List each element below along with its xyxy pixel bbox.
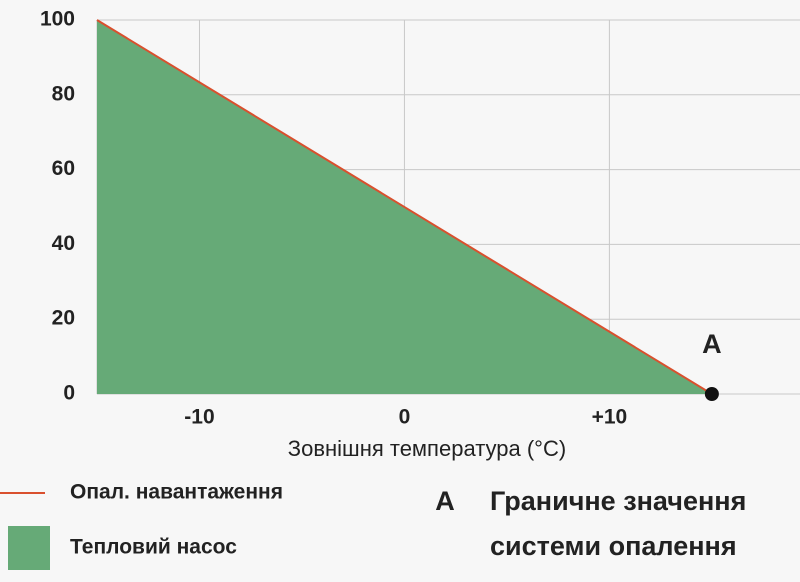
y-tick-label: 0 xyxy=(63,382,75,405)
y-tick-label: 40 xyxy=(52,232,75,255)
line xyxy=(96,19,713,395)
annotation-text: системи опалення xyxy=(490,531,737,561)
y-tick-label: 60 xyxy=(52,157,75,180)
legend-swatch xyxy=(8,526,50,570)
y-tick-label: 80 xyxy=(52,82,75,105)
legend-label: Опал. навантаження xyxy=(70,481,283,504)
annotation-marker: A xyxy=(435,486,455,516)
annotation-text: Граничне значення xyxy=(490,486,746,516)
legend-label: Тепловий насос xyxy=(70,536,237,559)
x-tick-label: 0 xyxy=(399,406,411,429)
y-tick-label: 20 xyxy=(52,307,75,330)
x-tick-label: +10 xyxy=(592,406,628,429)
x-tick-label: -10 xyxy=(184,406,214,429)
x-axis-label: Зовнішня температура (°C) xyxy=(288,436,566,461)
point xyxy=(704,387,719,401)
y-tick-label: 100 xyxy=(40,8,75,31)
point-label: A xyxy=(702,329,722,359)
